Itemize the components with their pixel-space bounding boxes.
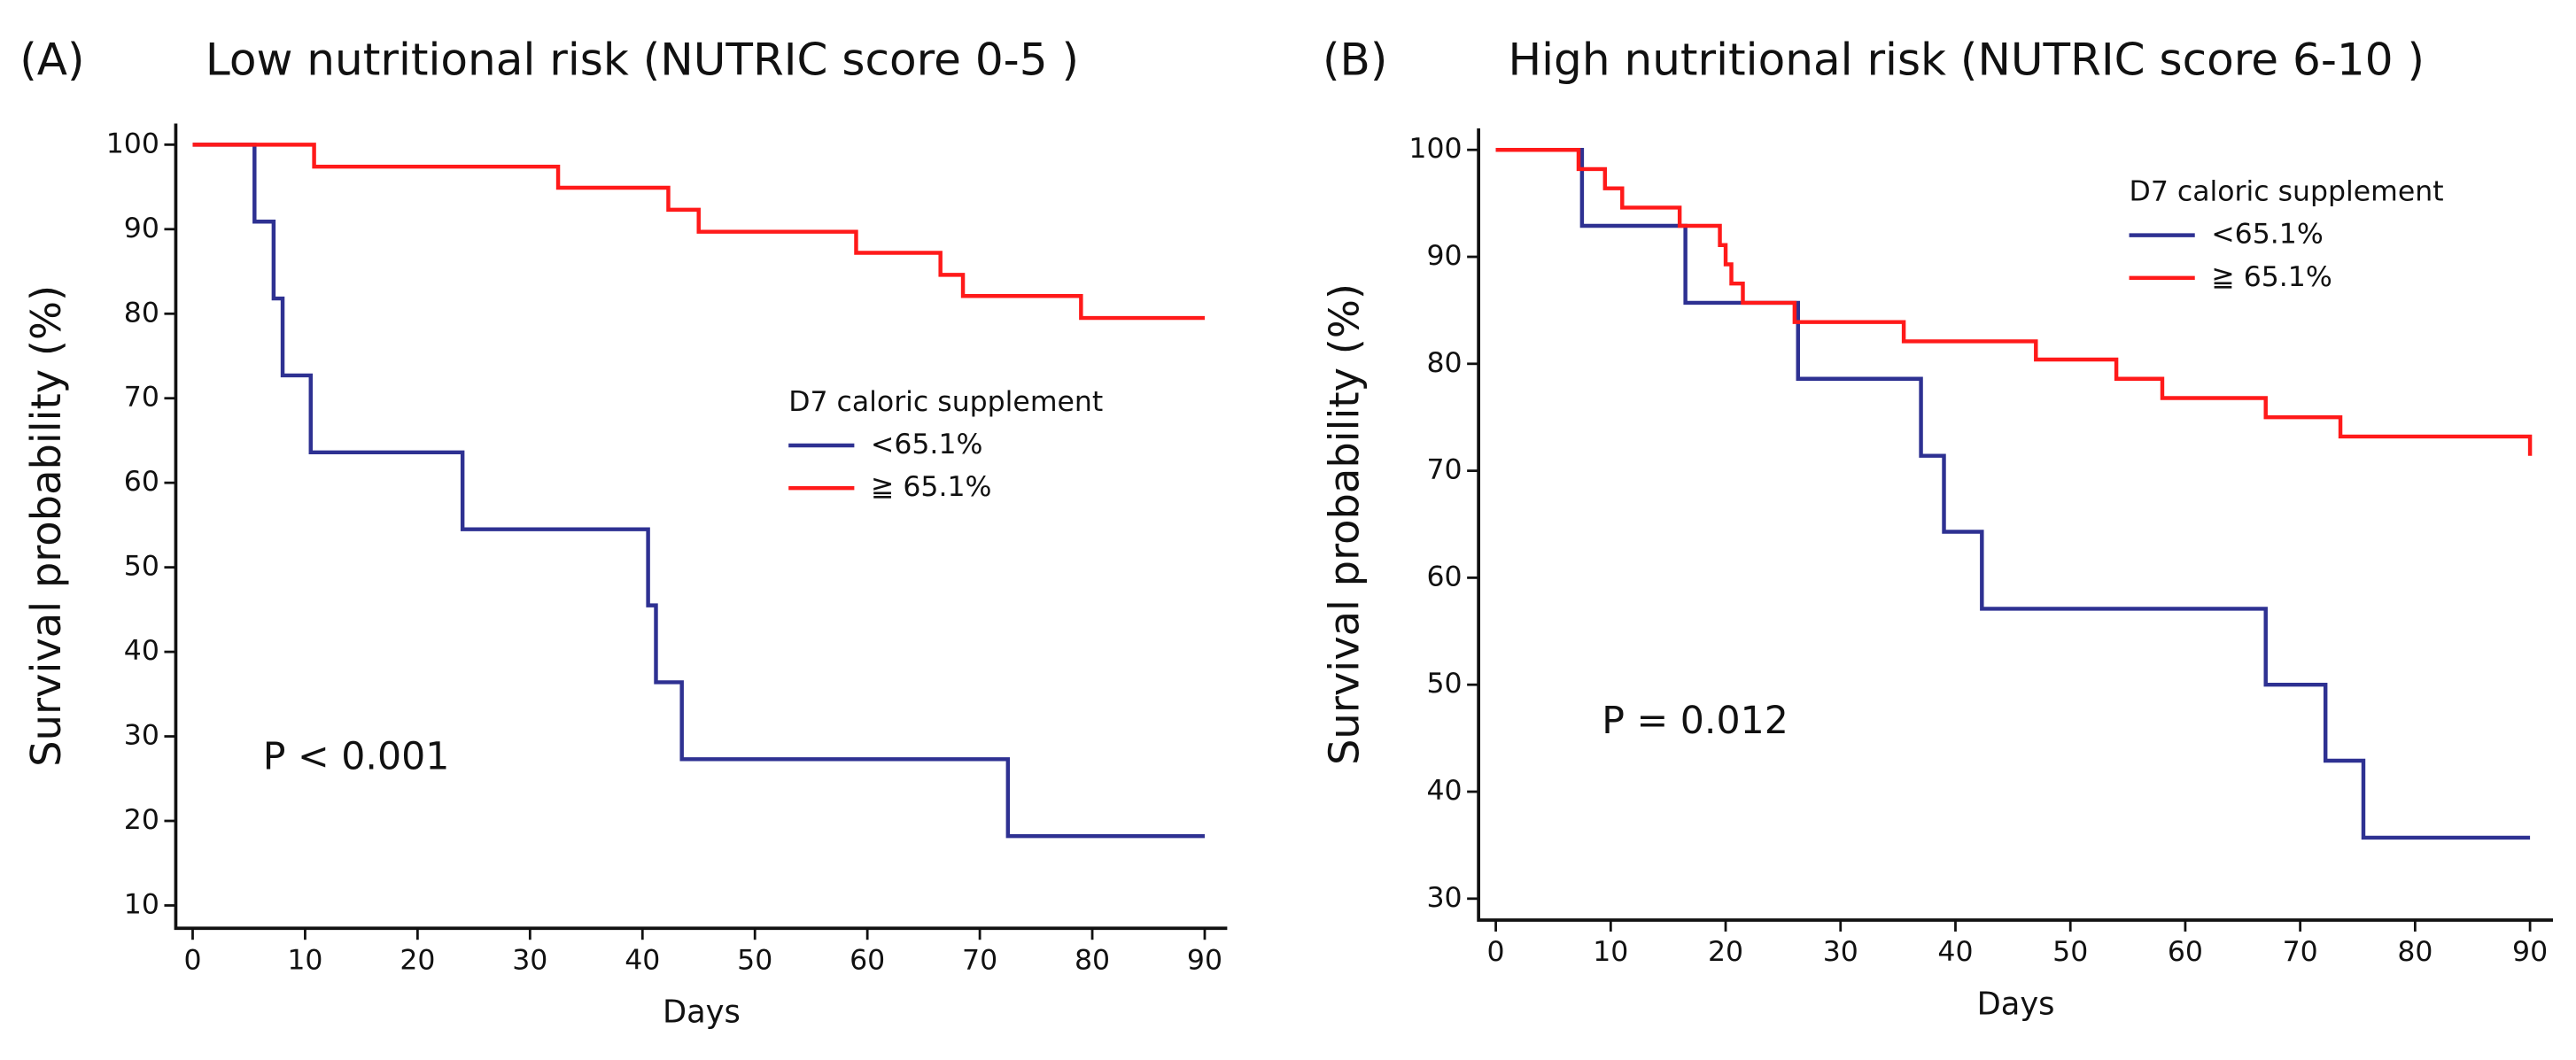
legend-label: ≧ 65.1% bbox=[2211, 261, 2332, 293]
x-tick-label: 40 bbox=[625, 944, 660, 976]
legend-label: <65.1% bbox=[871, 429, 983, 460]
y-tick-label: 70 bbox=[1426, 454, 1462, 486]
x-axis-label: Days bbox=[1977, 986, 2055, 1022]
axes bbox=[174, 123, 1228, 931]
panel: (A) Low nutritional risk (NUTRIC score 0-… bbox=[19, 34, 1228, 1031]
y-tick-label: 80 bbox=[124, 297, 159, 329]
y-tick-label: 100 bbox=[1408, 133, 1462, 165]
survival-curve bbox=[1495, 147, 2531, 840]
panel: (B) High nutritional risk (NUTRIC score 6… bbox=[1320, 34, 2554, 1022]
chart-title: Low nutritional risk (NUTRIC score 0-5 ) bbox=[206, 34, 1079, 85]
x-tick-label: 0 bbox=[183, 944, 201, 976]
legend-title: D7 caloric supplement bbox=[788, 386, 1103, 418]
y-tick-label: 60 bbox=[124, 466, 159, 498]
x-tick-label: 70 bbox=[2283, 936, 2318, 968]
x-tick-label: 10 bbox=[1593, 936, 1628, 968]
x-tick-label: 60 bbox=[850, 944, 885, 976]
panel-label: (B) bbox=[1323, 34, 1387, 85]
legend-label: ≧ 65.1% bbox=[871, 471, 992, 503]
p-value: P = 0.012 bbox=[1602, 699, 1788, 743]
legend-label: <65.1% bbox=[2211, 219, 2324, 251]
y-tick-label: 30 bbox=[1426, 882, 1462, 914]
panel-label: (A) bbox=[19, 34, 84, 85]
y-tick-label: 40 bbox=[124, 635, 159, 667]
survival-curve bbox=[192, 143, 1205, 839]
y-axis-label: Survival probability (%) bbox=[22, 285, 70, 767]
x-tick-label: 30 bbox=[1823, 936, 1858, 968]
x-tick-label: 40 bbox=[1937, 936, 1973, 968]
x-tick-label: 20 bbox=[400, 944, 435, 976]
y-axis-label: Survival probability (%) bbox=[1320, 283, 1368, 765]
y-tick-label: 70 bbox=[124, 382, 159, 414]
y-tick-label: 50 bbox=[124, 551, 159, 583]
legend-title: D7 caloric supplement bbox=[2130, 175, 2444, 207]
x-tick-label: 90 bbox=[1187, 944, 1222, 976]
y-tick-label: 60 bbox=[1426, 561, 1462, 592]
survival-curve bbox=[192, 143, 1205, 321]
y-tick-label: 40 bbox=[1426, 775, 1462, 807]
x-tick-label: 50 bbox=[2052, 936, 2088, 968]
x-tick-label: 10 bbox=[287, 944, 322, 976]
p-value: P < 0.001 bbox=[263, 735, 450, 779]
x-tick-label: 60 bbox=[2168, 936, 2203, 968]
x-tick-label: 0 bbox=[1487, 936, 1505, 968]
y-tick-label: 20 bbox=[124, 804, 159, 836]
x-axis-label: Days bbox=[663, 994, 741, 1031]
y-tick-label: 80 bbox=[1426, 347, 1462, 379]
x-tick-label: 90 bbox=[2512, 936, 2548, 968]
chart-title: High nutritional risk (NUTRIC score 6-10… bbox=[1509, 34, 2425, 85]
y-tick-label: 90 bbox=[124, 213, 159, 244]
y-tick-label: 90 bbox=[1426, 240, 1462, 272]
x-tick-label: 70 bbox=[962, 944, 997, 976]
y-tick-label: 50 bbox=[1426, 668, 1462, 700]
x-tick-label: 80 bbox=[1075, 944, 1110, 976]
x-tick-label: 30 bbox=[512, 944, 547, 976]
y-tick-label: 100 bbox=[106, 128, 159, 159]
survival-curve bbox=[1495, 147, 2533, 456]
axes bbox=[1477, 128, 2554, 922]
y-tick-label: 10 bbox=[124, 888, 159, 920]
x-tick-label: 50 bbox=[737, 944, 772, 976]
x-tick-label: 80 bbox=[2397, 936, 2432, 968]
y-tick-label: 30 bbox=[124, 720, 159, 752]
x-tick-label: 20 bbox=[1708, 936, 1743, 968]
